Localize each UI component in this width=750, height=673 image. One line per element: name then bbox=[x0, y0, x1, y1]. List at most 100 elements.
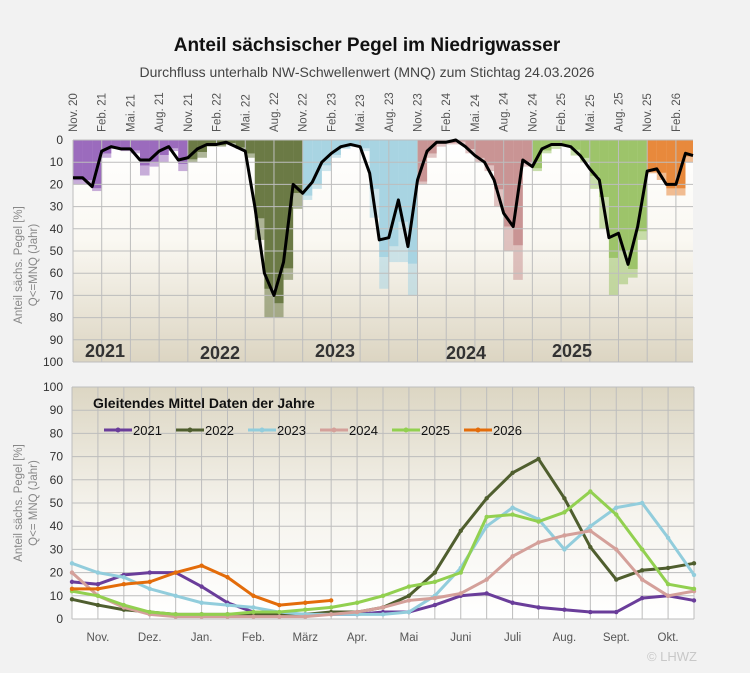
bottom-x-tick: Mai bbox=[400, 632, 419, 644]
data-point-2025 bbox=[588, 489, 593, 494]
top-y-tick: 60 bbox=[50, 266, 64, 280]
top-x-tick: Feb. 22 bbox=[212, 93, 224, 132]
top-y-tick: 10 bbox=[50, 155, 64, 169]
bar-core-2026 bbox=[656, 140, 667, 173]
data-point-2022 bbox=[691, 561, 697, 566]
bar-core-2021 bbox=[73, 140, 83, 181]
bar-core-2023 bbox=[350, 140, 361, 146]
top-x-tick: Mai. 24 bbox=[470, 94, 482, 132]
chart-title: Anteil sächsischer Pegel im Niedrigwasse… bbox=[174, 35, 561, 56]
data-point-2023 bbox=[588, 524, 593, 529]
data-point-2021 bbox=[691, 598, 697, 603]
year-label: 2021 bbox=[85, 341, 125, 361]
data-point-2022 bbox=[614, 577, 619, 582]
data-point-2025 bbox=[328, 605, 334, 610]
legend-marker-2024 bbox=[331, 427, 337, 433]
data-point-2026 bbox=[173, 570, 178, 575]
data-point-2024 bbox=[277, 614, 282, 619]
bar-core-2021 bbox=[178, 140, 188, 164]
data-point-2024 bbox=[614, 547, 619, 552]
bar-core-2025 bbox=[599, 140, 609, 198]
year-label: 2024 bbox=[446, 343, 486, 363]
bottom-chart-title: Gleitendes Mittel Daten der Jahre bbox=[93, 395, 315, 411]
moving-average-line bbox=[73, 138, 694, 297]
bar-core-2023 bbox=[388, 140, 399, 247]
legend-marker-2023 bbox=[259, 427, 265, 433]
bar-core-2024 bbox=[484, 140, 495, 166]
data-point-2025 bbox=[225, 612, 230, 617]
data-point-2022 bbox=[95, 602, 101, 608]
copyright: © LHWZ bbox=[647, 649, 697, 664]
bar-core-2026 bbox=[685, 140, 693, 157]
legend: 2021 2022 2023 2024 2025 2026 bbox=[104, 423, 522, 438]
legend-label: 2021 bbox=[133, 423, 162, 438]
data-point-2023 bbox=[510, 505, 515, 510]
data-point-2025 bbox=[484, 514, 489, 520]
data-point-2022 bbox=[69, 597, 75, 602]
bottom-x-tick: Jan. bbox=[191, 632, 213, 644]
data-point-2025 bbox=[510, 512, 515, 517]
data-point-2024 bbox=[380, 605, 386, 610]
data-point-2024 bbox=[588, 528, 593, 534]
bar-core-2021 bbox=[101, 140, 112, 154]
top-y-tick: 30 bbox=[50, 200, 64, 214]
bar-core-2023 bbox=[398, 140, 408, 222]
data-point-2025 bbox=[380, 593, 386, 598]
data-point-2023 bbox=[380, 612, 386, 617]
data-point-2022 bbox=[562, 496, 567, 501]
bar-core-2024 bbox=[417, 140, 428, 182]
bar-core-2023 bbox=[379, 140, 389, 257]
data-point-2025 bbox=[432, 579, 438, 585]
bottom-x-tick: Apr. bbox=[347, 632, 367, 644]
bar-core-2025 bbox=[589, 140, 600, 176]
bar-core-2022 bbox=[293, 140, 303, 193]
bar-core-2021 bbox=[120, 140, 131, 150]
top-y-axis-title-2: Q<=MNQ (Jahr) bbox=[28, 224, 40, 307]
data-point-2024 bbox=[328, 612, 334, 617]
data-point-2023 bbox=[406, 609, 412, 615]
data-point-2021 bbox=[639, 595, 645, 601]
data-point-2025 bbox=[303, 607, 308, 612]
top-x-tick: Feb. 25 bbox=[556, 93, 568, 132]
data-point-2024 bbox=[251, 614, 256, 619]
data-point-2025 bbox=[639, 547, 645, 552]
data-point-2025 bbox=[354, 600, 360, 605]
top-x-tick: Aug. 25 bbox=[613, 92, 625, 132]
bar-core-2022 bbox=[187, 140, 198, 160]
bar-core-2022 bbox=[264, 140, 274, 289]
bar-core-2026 bbox=[666, 140, 676, 189]
data-point-2023 bbox=[639, 500, 645, 506]
bar-core-2025 bbox=[608, 140, 619, 258]
data-point-2025 bbox=[665, 582, 671, 587]
data-point-2021 bbox=[69, 579, 75, 585]
data-point-2021 bbox=[588, 609, 593, 615]
legend-label: 2024 bbox=[349, 423, 378, 438]
top-x-tick: Feb. 26 bbox=[671, 93, 683, 132]
top-y-tick: 0 bbox=[56, 133, 63, 147]
data-point-2024 bbox=[484, 577, 489, 582]
bar-core-2024 bbox=[503, 140, 514, 227]
legend-marker-2021 bbox=[115, 427, 121, 433]
bottom-x-tick: Dez. bbox=[138, 632, 162, 644]
top-x-tick: Aug. 23 bbox=[384, 92, 396, 132]
bar-core-2023 bbox=[302, 140, 313, 196]
data-point-2025 bbox=[458, 570, 463, 575]
data-point-2023 bbox=[225, 602, 230, 608]
year-label: 2025 bbox=[552, 341, 592, 361]
bottom-x-tick: März bbox=[292, 632, 318, 644]
year-label: 2022 bbox=[200, 343, 240, 363]
bottom-y-tick: 50 bbox=[50, 496, 64, 510]
bottom-x-tick: Aug. bbox=[553, 632, 577, 644]
data-point-2023 bbox=[147, 586, 152, 592]
data-point-2024 bbox=[665, 593, 671, 598]
bar-core-2025 bbox=[570, 140, 581, 150]
data-point-2023 bbox=[614, 505, 619, 510]
bar-core-2021 bbox=[130, 140, 140, 151]
top-x-tick: Aug. 24 bbox=[499, 92, 511, 132]
data-point-2023 bbox=[484, 524, 489, 529]
bar-core-2025 bbox=[637, 140, 648, 232]
data-point-2023 bbox=[173, 593, 178, 598]
data-point-2023 bbox=[691, 572, 697, 578]
top-x-tick: Feb. 23 bbox=[326, 93, 338, 132]
